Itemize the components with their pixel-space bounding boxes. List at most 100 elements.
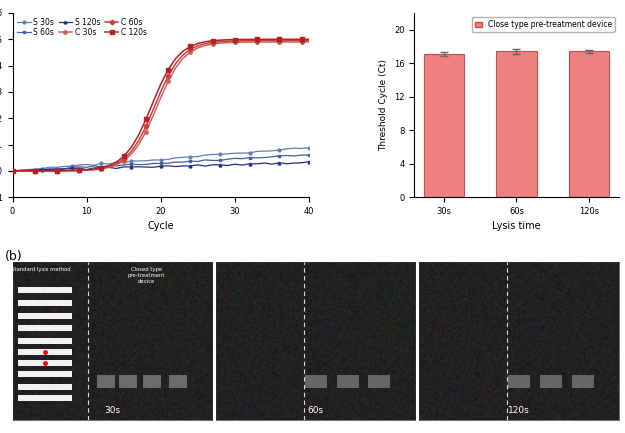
S 60s [76,164,83,169]
C 120s [120,154,127,159]
C 120s [142,117,150,122]
S 60s [253,155,261,160]
S 60s [224,157,231,162]
C 120s [112,159,120,165]
C 60s [298,38,306,43]
S 30s [253,149,261,154]
C 60s [283,38,291,43]
C 120s [298,37,306,42]
C 30s [261,39,268,45]
S 60s [38,167,46,172]
C 30s [298,39,306,45]
S 120s [276,160,283,165]
C 60s [90,167,98,172]
C 30s [157,95,164,100]
C 120s [98,165,105,171]
S 30s [24,167,31,172]
C 60s [31,168,39,174]
S 60s [61,166,68,171]
C 120s [76,168,83,173]
C 120s [209,38,216,43]
C 30s [216,41,224,46]
Text: Closed type
pre-treatment
device: Closed type pre-treatment device [127,267,165,284]
C 120s [16,168,24,174]
S 120s [24,168,31,173]
S 60s [172,159,179,165]
S 60s [112,163,120,168]
C 30s [164,79,172,84]
S 60s [9,168,16,174]
S 30s [172,155,179,161]
C 120s [157,81,164,87]
S 30s [142,158,150,163]
S 30s [201,152,209,158]
C 30s [149,113,157,118]
C 30s [76,168,83,173]
S 30s [61,164,68,169]
S 60s [16,168,24,173]
C 60s [157,89,164,94]
S 120s [53,168,61,173]
Line: C 30s: C 30s [11,40,311,173]
C 60s [112,161,120,166]
C 60s [9,168,16,174]
C 30s [276,39,283,45]
S 60s [261,155,268,160]
C 60s [194,43,202,48]
S 30s [46,165,53,170]
S 60s [291,153,298,158]
C 60s [46,168,53,173]
C 30s [179,56,187,61]
S 30s [239,151,246,156]
S 120s [216,162,224,168]
C 60s [305,38,312,43]
C 60s [179,52,187,58]
S 30s [231,151,239,156]
Line: C 60s: C 60s [11,39,311,173]
S 30s [283,146,291,152]
S 120s [83,167,91,172]
Legend: Close type pre-treatment device: Close type pre-treatment device [472,17,615,32]
Text: 120s: 120s [508,406,530,415]
C 60s [149,107,157,112]
S 120s [261,160,268,165]
C 120s [90,166,98,171]
S 30s [98,161,105,166]
S 30s [105,162,112,167]
S 60s [298,152,306,158]
Line: S 60s: S 60s [11,154,311,172]
S 60s [164,161,172,166]
S 120s [142,165,150,170]
S 120s [268,162,276,167]
S 30s [298,146,306,151]
C 60s [98,166,105,171]
S 30s [164,157,172,162]
S 120s [194,162,202,168]
C 120s [268,37,276,42]
S 60s [268,154,276,159]
S 120s [209,162,216,168]
S 60s [276,153,283,158]
C 30s [31,168,39,174]
S 30s [16,168,24,173]
C 60s [68,168,76,173]
S 30s [224,151,231,156]
S 120s [164,163,172,168]
C 120s [164,67,172,72]
Y-axis label: Threshold Cycle (Ct): Threshold Cycle (Ct) [379,59,388,151]
C 30s [61,168,68,173]
S 120s [16,168,24,173]
C 60s [224,39,231,44]
C 60s [24,168,31,174]
C 120s [194,41,202,46]
S 60s [239,156,246,162]
S 60s [68,165,76,170]
X-axis label: Lysis time: Lysis time [492,221,541,232]
C 30s [16,168,24,174]
C 30s [38,168,46,174]
C 60s [164,73,172,78]
C 60s [142,124,150,129]
S 30s [276,148,283,153]
S 60s [179,159,187,165]
S 120s [246,161,254,166]
